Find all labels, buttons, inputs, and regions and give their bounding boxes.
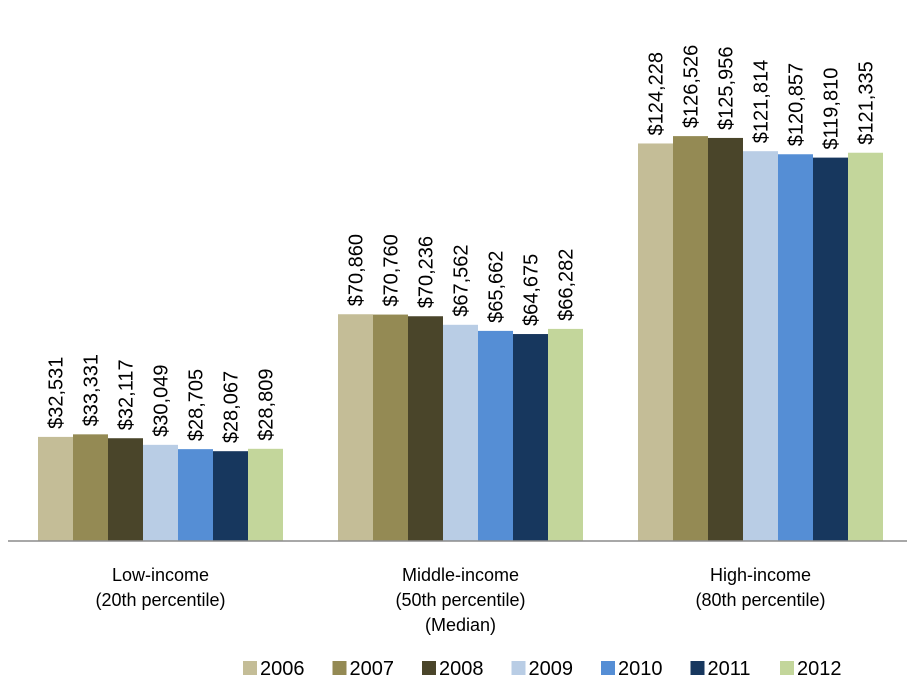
bars-layer — [38, 136, 883, 542]
bar-2011-0 — [213, 451, 248, 541]
data-label-2006-1: $70,860 — [346, 234, 368, 306]
data-label-2010-1: $65,662 — [486, 251, 508, 323]
bar-2007-0 — [73, 434, 108, 541]
legend-swatch-2006 — [243, 661, 257, 675]
category-label-2-line-1: (80th percentile) — [695, 590, 825, 610]
data-label-2007-1: $70,760 — [381, 234, 403, 306]
bar-2009-1 — [443, 324, 478, 541]
bar-2006-1 — [338, 314, 373, 541]
data-label-2006-0: $32,531 — [46, 357, 68, 429]
category-label-2-line-0: High-income — [710, 565, 811, 585]
category-label-1-line-2: (Median) — [425, 615, 496, 635]
data-label-2010-2: $120,857 — [786, 63, 808, 146]
legend-swatch-2007 — [332, 661, 347, 675]
legend-swatch-2009 — [511, 661, 526, 675]
legend: 2006 2007 2008 2009 2010 2011 2012 — [243, 658, 842, 680]
bar-2007-2 — [673, 136, 708, 541]
bar-2010-1 — [478, 330, 513, 541]
bar-2008-0 — [108, 438, 143, 541]
data-label-2011-0: $28,067 — [221, 371, 243, 443]
bar-2006-0 — [38, 436, 73, 541]
category-label-1-line-0: Middle-income — [402, 565, 519, 585]
legend-label-2009: 2009 — [529, 658, 574, 680]
bar-2012-1 — [548, 328, 583, 541]
legend-label-2010: 2010 — [618, 658, 663, 680]
data-label-2012-1: $66,282 — [556, 249, 578, 321]
data-label-2009-1: $67,562 — [451, 245, 473, 317]
data-label-2012-2: $121,335 — [856, 61, 878, 144]
data-label-2012-0: $28,809 — [256, 369, 278, 441]
bar-2010-2 — [778, 154, 813, 541]
category-label-1-line-1: (50th percentile) — [395, 590, 525, 610]
data-label-2011-2: $119,810 — [821, 68, 843, 150]
bar-2007-1 — [373, 314, 408, 541]
data-labels-layer: $32,531 $33,331 $32,117 $30,049 $28,705 $28,0… — [46, 45, 878, 443]
data-label-2007-2: $126,526 — [681, 45, 703, 128]
data-label-2010-0: $28,705 — [186, 369, 208, 441]
bar-2011-1 — [513, 334, 548, 541]
data-label-2006-2: $124,228 — [646, 52, 668, 135]
bar-2010-0 — [178, 449, 213, 541]
category-label-0-line-0: Low-income — [112, 565, 209, 585]
bar-2009-0 — [143, 444, 178, 541]
bar-2006-2 — [638, 143, 673, 541]
legend-label-2006: 2006 — [260, 658, 305, 680]
category-label-0-line-1: (20th percentile) — [95, 590, 225, 610]
legend-swatch-2011 — [690, 661, 705, 675]
data-label-2008-2: $125,956 — [716, 47, 738, 130]
data-label-2008-0: $32,117 — [116, 359, 138, 430]
data-label-2007-0: $33,331 — [81, 354, 103, 426]
bar-2012-2 — [848, 152, 883, 541]
legend-swatch-2012 — [780, 661, 794, 675]
bar-2009-2 — [743, 151, 778, 542]
bar-2011-2 — [813, 157, 848, 541]
bar-2008-2 — [708, 137, 743, 541]
data-label-2008-1: $70,236 — [416, 236, 438, 308]
legend-label-2011: 2011 — [708, 658, 751, 680]
bar-2012-0 — [248, 448, 283, 541]
legend-swatch-2008 — [422, 661, 436, 675]
data-label-2009-0: $30,049 — [151, 365, 173, 437]
data-label-2009-2: $121,814 — [751, 60, 773, 143]
category-labels-layer: Low-income (20th percentile) Middle-income… — [95, 565, 825, 635]
legend-label-2007: 2007 — [350, 658, 395, 680]
bar-2008-1 — [408, 316, 443, 541]
legend-label-2008: 2008 — [439, 658, 484, 680]
legend-label-2012: 2012 — [797, 658, 842, 680]
data-label-2011-1: $64,675 — [521, 254, 543, 326]
legend-swatch-2010 — [601, 661, 615, 675]
